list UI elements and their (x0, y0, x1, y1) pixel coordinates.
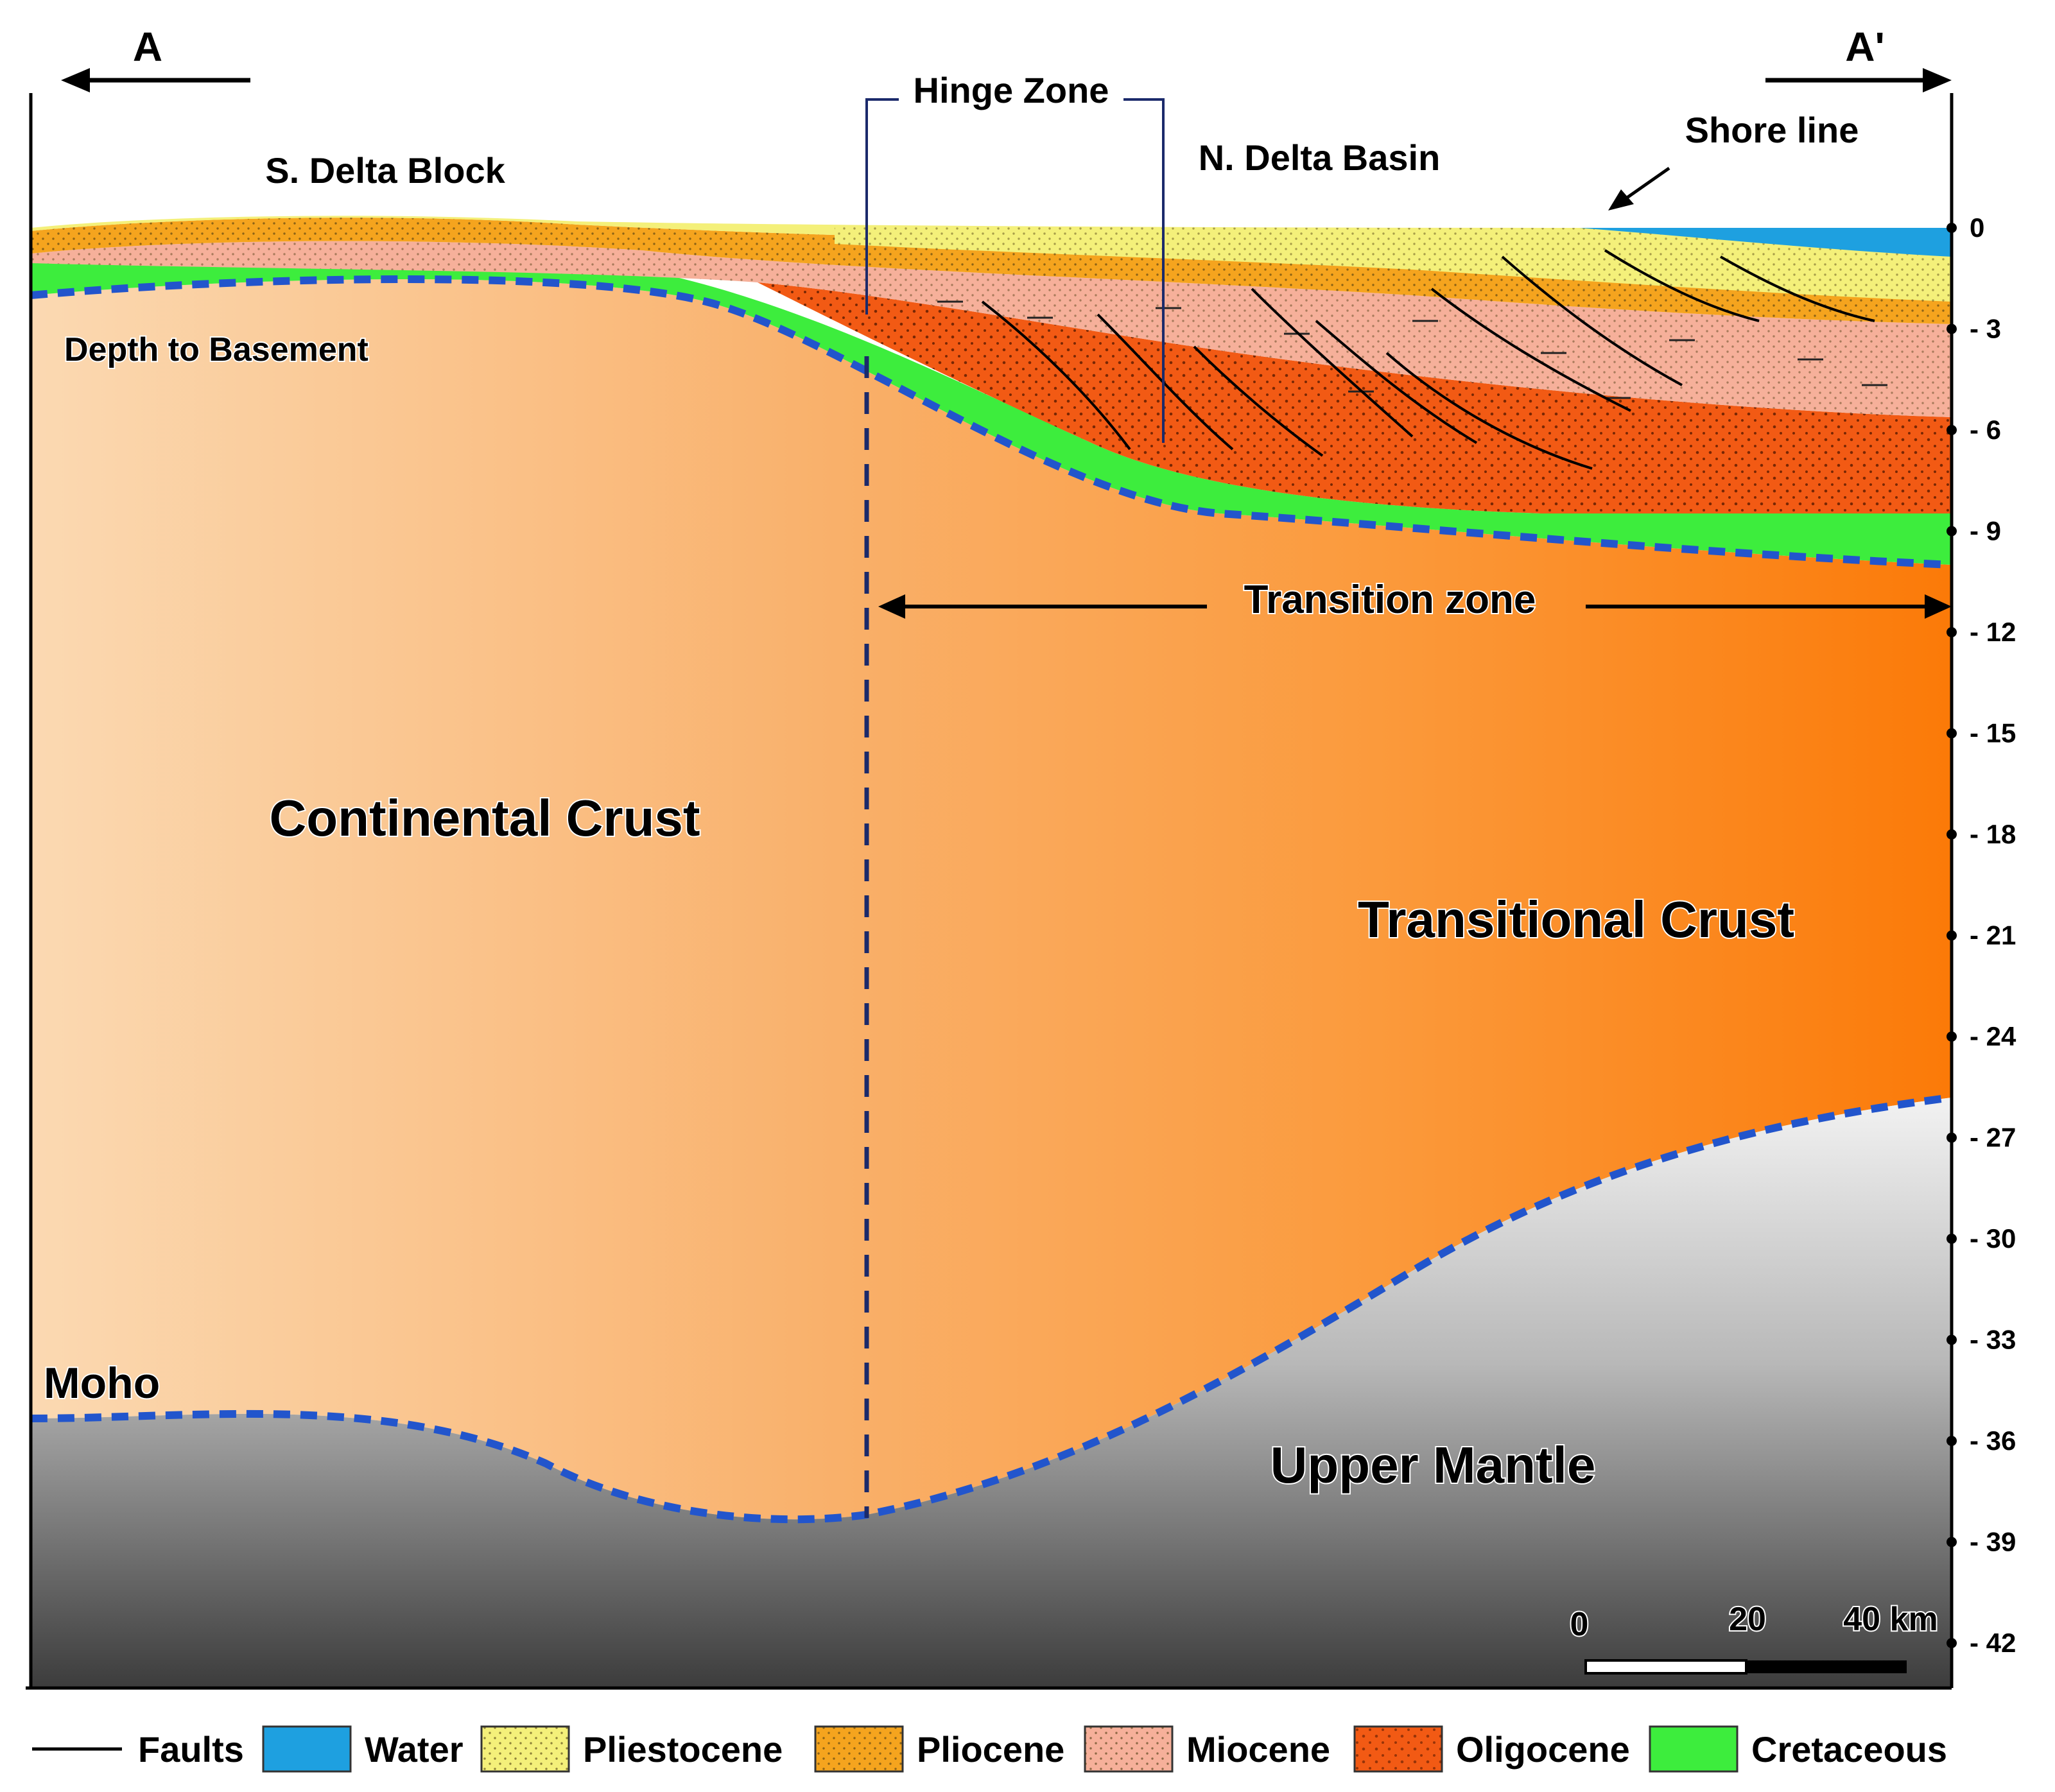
section-end-label: A' (1845, 24, 1884, 70)
continental-crust-label: Continental Crust (269, 789, 700, 847)
upper-mantle-label: Upper Mantle (1270, 1436, 1596, 1494)
depth-axis: 0 - 3 - 6 - 9 - 12 - 15 - 18 - 21 - 24 - 27 - 30 - … (1947, 212, 2016, 1658)
fault-line (1193, 345, 1324, 457)
moho-boundary (30, 1094, 1952, 1524)
south-block-label: S. Delta Block (265, 150, 505, 191)
depth-tick-label: 0 (1970, 212, 1984, 243)
depth-tick-mark (1947, 1537, 1957, 1547)
crust-body (31, 279, 1952, 1520)
depth-tick-mark (1947, 627, 1957, 637)
depth-tick-label: - 36 (1970, 1426, 2016, 1456)
fault-line (1501, 255, 1683, 386)
moho-label: Moho (44, 1359, 160, 1408)
transition-zone-label: Transition zone (1244, 578, 1536, 622)
legend: Faults Water Pliestocene Pliocene Miocene Oli… (32, 1725, 1947, 1773)
miocene-shale-marks (937, 300, 1887, 399)
legend-label-cretaceous: Cretaceous (1751, 1729, 1947, 1770)
legend-swatch-water (262, 1725, 352, 1773)
depth-tick-label: - 18 (1970, 819, 2016, 849)
legend-swatch-cretaceous (1649, 1725, 1739, 1773)
transitional-crust-label: Transitional Crust (1358, 891, 1794, 948)
legend-label-oligocene: Oligocene (1456, 1729, 1630, 1770)
shore-line-label: Shore line (1685, 110, 1859, 150)
hinge-zone-bracket (865, 98, 1165, 443)
depth-tick-label: - 6 (1970, 415, 2001, 445)
depth-tick-label: - 39 (1970, 1527, 2016, 1557)
depth-tick-mark (1947, 930, 1957, 941)
legend-label-pliocene: Pliocene (917, 1729, 1064, 1770)
scale-label-20: 20 (1729, 1601, 1766, 1638)
depth-tick-label: - 33 (1970, 1325, 2016, 1355)
depth-tick-mark (1947, 1436, 1957, 1446)
depth-tick-label: - 30 (1970, 1223, 2016, 1254)
transition-zone-arrow (878, 594, 1952, 619)
depth-tick-label: - 12 (1970, 617, 2016, 647)
section-arrow-a-prime: A' (1765, 24, 1952, 92)
north-basin-label: N. Delta Basin (1199, 137, 1441, 178)
scale-bar: 0 20 40 km (1569, 1599, 1939, 1675)
depth-tick-mark (1947, 323, 1957, 334)
fault-line (1385, 352, 1593, 470)
legend-label-pliestocene: Pliestocene (583, 1729, 783, 1770)
depth-tick-label: - 21 (1970, 920, 2016, 951)
scale-label-40km: 40 km (1843, 1601, 1938, 1638)
depth-tick-label: - 24 (1970, 1021, 2016, 1051)
water-layer (1579, 228, 1952, 257)
depth-tick-mark (1947, 1031, 1957, 1042)
depth-tick-label: - 15 (1970, 718, 2016, 748)
basement-boundary (30, 275, 1952, 569)
section-arrow-a: A (61, 24, 250, 92)
depth-tick-mark (1947, 425, 1957, 435)
depth-tick-label: - 3 (1970, 314, 2001, 344)
upper-mantle-body (31, 1098, 1952, 1688)
cretaceous-layer (31, 254, 1952, 565)
depth-tick-mark (1947, 1334, 1957, 1345)
faults (981, 249, 1875, 470)
legend-label-water: Water (365, 1729, 464, 1770)
depth-tick-mark (1947, 223, 1957, 233)
legend-label-miocene: Miocene (1186, 1729, 1330, 1770)
fault-line (1315, 320, 1478, 444)
legend-label-faults: Faults (138, 1729, 244, 1770)
fault-line (1097, 313, 1234, 451)
depth-tick-mark (1947, 1132, 1957, 1143)
fault-line (1430, 288, 1631, 412)
depth-tick-mark (1947, 1234, 1957, 1244)
hinge-zone-label: Hinge Zone (914, 70, 1109, 110)
depth-tick-mark (1947, 1638, 1957, 1648)
depth-tick-mark (1947, 526, 1957, 537)
scale-label-0: 0 (1570, 1606, 1589, 1643)
fault-line (981, 300, 1131, 451)
depth-tick-label: - 27 (1970, 1123, 2016, 1153)
depth-tick-mark (1947, 728, 1957, 739)
depth-tick-label: - 9 (1970, 516, 2001, 546)
shore-line-arrow (1608, 166, 1670, 211)
depth-tick-mark (1947, 829, 1957, 840)
depth-to-basement-label: Depth to Basement (64, 331, 369, 368)
fault-line (1251, 288, 1414, 438)
fault-line (1720, 255, 1875, 322)
section-start-label: A (133, 24, 162, 70)
fault-line (1604, 249, 1760, 322)
depth-tick-label: - 42 (1970, 1628, 2016, 1658)
